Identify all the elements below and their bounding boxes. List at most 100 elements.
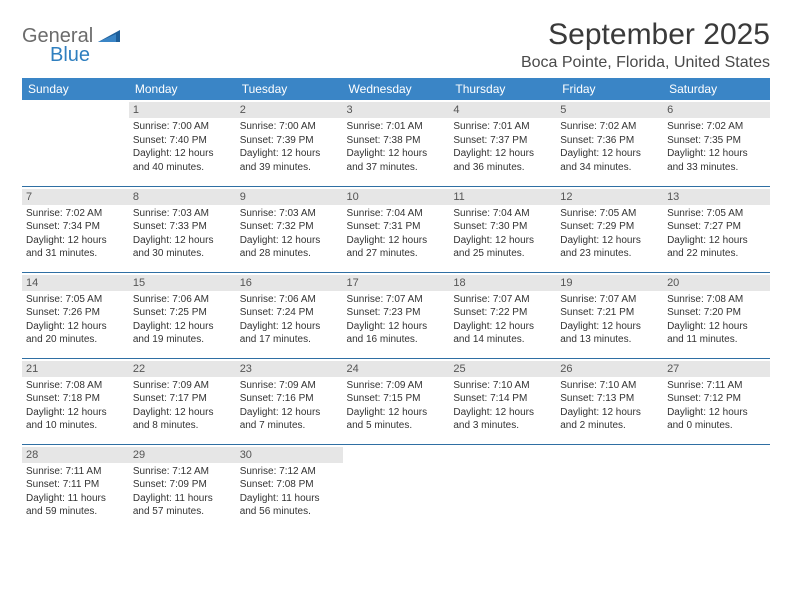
daylight-text: Daylight: 12 hours and 10 minutes. <box>26 406 125 433</box>
day-number: 27 <box>663 361 770 377</box>
calendar-day-cell: 26Sunrise: 7:10 AMSunset: 7:13 PMDayligh… <box>556 358 663 444</box>
calendar-day-cell: 30Sunrise: 7:12 AMSunset: 7:08 PMDayligh… <box>236 444 343 530</box>
weekday-header: Monday <box>129 78 236 100</box>
calendar-day-cell: 14Sunrise: 7:05 AMSunset: 7:26 PMDayligh… <box>22 272 129 358</box>
daylight-text: Daylight: 12 hours and 27 minutes. <box>347 234 446 261</box>
day-number: 28 <box>22 447 129 463</box>
sunrise-text: Sunrise: 7:00 AM <box>133 120 232 134</box>
calendar-day-cell: 23Sunrise: 7:09 AMSunset: 7:16 PMDayligh… <box>236 358 343 444</box>
daylight-text: Daylight: 12 hours and 13 minutes. <box>560 320 659 347</box>
sunrise-text: Sunrise: 7:09 AM <box>347 379 446 393</box>
sunset-text: Sunset: 7:24 PM <box>240 306 339 320</box>
calendar-day-cell: 1 Sunrise: 7:00 AMSunset: 7:40 PMDaylight… <box>129 100 236 186</box>
daylight-text: Daylight: 12 hours and 34 minutes. <box>560 147 659 174</box>
daylight-text: Daylight: 12 hours and 17 minutes. <box>240 320 339 347</box>
calendar-week-row: 1Sunrise: 7:00 AMSunset: 7:40 PMDaylight… <box>22 100 770 186</box>
calendar-day-cell: 17Sunrise: 7:07 AMSunset: 7:23 PMDayligh… <box>343 272 450 358</box>
daylight-text: Daylight: 12 hours and 5 minutes. <box>347 406 446 433</box>
sunset-text: Sunset: 7:36 PM <box>560 134 659 148</box>
calendar-day-cell: 4Sunrise: 7:01 AMSunset: 7:37 PMDaylight… <box>449 100 556 186</box>
daylight-text: Daylight: 12 hours and 25 minutes. <box>453 234 552 261</box>
day-number: 5 <box>556 102 663 118</box>
sunrise-text: Sunrise: 7:12 AM <box>240 465 339 479</box>
daylight-text: Daylight: 12 hours and 31 minutes. <box>26 234 125 261</box>
calendar-day-cell: 2Sunrise: 7:00 AMSunset: 7:39 PMDaylight… <box>236 100 343 186</box>
day-info: Sunrise: 7:02 AMSunset: 7:36 PMDaylight:… <box>560 120 659 174</box>
calendar-empty-cell <box>663 444 770 530</box>
sunset-text: Sunset: 7:18 PM <box>26 392 125 406</box>
day-number: 1 <box>129 102 236 118</box>
sunrise-text: Sunrise: 7:09 AM <box>133 379 232 393</box>
calendar-day-cell: 12Sunrise: 7:05 AMSunset: 7:29 PMDayligh… <box>556 186 663 272</box>
day-info: Sunrise: 7:12 AMSunset: 7:09 PMDaylight:… <box>133 465 232 519</box>
sunset-text: Sunset: 7:37 PM <box>453 134 552 148</box>
sunrise-text: Sunrise: 7:07 AM <box>560 293 659 307</box>
sunrise-text: Sunrise: 7:02 AM <box>560 120 659 134</box>
calendar-empty-cell <box>22 100 129 186</box>
day-info: Sunrise: 7:00 AMSunset: 7:40 PMDaylight:… <box>133 120 232 174</box>
day-number: 2 <box>236 102 343 118</box>
sunrise-text: Sunrise: 7:02 AM <box>26 207 125 221</box>
weekday-header: Sunday <box>22 78 129 100</box>
sunrise-text: Sunrise: 7:12 AM <box>133 465 232 479</box>
sunrise-text: Sunrise: 7:02 AM <box>667 120 766 134</box>
calendar-day-cell: 20Sunrise: 7:08 AMSunset: 7:20 PMDayligh… <box>663 272 770 358</box>
day-info: Sunrise: 7:02 AMSunset: 7:34 PMDaylight:… <box>26 207 125 261</box>
sunrise-text: Sunrise: 7:04 AM <box>453 207 552 221</box>
day-info: Sunrise: 7:05 AMSunset: 7:29 PMDaylight:… <box>560 207 659 261</box>
day-info: Sunrise: 7:01 AMSunset: 7:38 PMDaylight:… <box>347 120 446 174</box>
daylight-text: Daylight: 12 hours and 19 minutes. <box>133 320 232 347</box>
daylight-text: Daylight: 12 hours and 37 minutes. <box>347 147 446 174</box>
sunset-text: Sunset: 7:12 PM <box>667 392 766 406</box>
day-number: 20 <box>663 275 770 291</box>
daylight-text: Daylight: 12 hours and 22 minutes. <box>667 234 766 261</box>
sunrise-text: Sunrise: 7:01 AM <box>453 120 552 134</box>
sunrise-text: Sunrise: 7:08 AM <box>26 379 125 393</box>
sunset-text: Sunset: 7:34 PM <box>26 220 125 234</box>
calendar-week-row: 21Sunrise: 7:08 AMSunset: 7:18 PMDayligh… <box>22 358 770 444</box>
sunrise-text: Sunrise: 7:06 AM <box>240 293 339 307</box>
day-info: Sunrise: 7:09 AMSunset: 7:16 PMDaylight:… <box>240 379 339 433</box>
calendar-day-cell: 10Sunrise: 7:04 AMSunset: 7:31 PMDayligh… <box>343 186 450 272</box>
sunrise-text: Sunrise: 7:05 AM <box>26 293 125 307</box>
day-info: Sunrise: 7:02 AMSunset: 7:35 PMDaylight:… <box>667 120 766 174</box>
day-number: 8 <box>129 189 236 205</box>
calendar-day-cell: 3 Sunrise: 7:01 AMSunset: 7:38 PMDaylight… <box>343 100 450 186</box>
calendar-day-cell: 29Sunrise: 7:12 AMSunset: 7:09 PMDayligh… <box>129 444 236 530</box>
daylight-text: Daylight: 12 hours and 0 minutes. <box>667 406 766 433</box>
sunrise-text: Sunrise: 7:09 AM <box>240 379 339 393</box>
calendar-day-cell: 19Sunrise: 7:07 AMSunset: 7:21 PMDayligh… <box>556 272 663 358</box>
day-info: Sunrise: 7:10 AMSunset: 7:14 PMDaylight:… <box>453 379 552 433</box>
daylight-text: Daylight: 12 hours and 14 minutes. <box>453 320 552 347</box>
sunset-text: Sunset: 7:17 PM <box>133 392 232 406</box>
sunrise-text: Sunrise: 7:07 AM <box>347 293 446 307</box>
logo-word-blue: Blue <box>22 45 120 65</box>
sunrise-text: Sunrise: 7:07 AM <box>453 293 552 307</box>
sunset-text: Sunset: 7:13 PM <box>560 392 659 406</box>
day-number: 24 <box>343 361 450 377</box>
day-number: 16 <box>236 275 343 291</box>
day-info: Sunrise: 7:04 AMSunset: 7:30 PMDaylight:… <box>453 207 552 261</box>
logo-triangle-icon <box>98 24 120 42</box>
sunset-text: Sunset: 7:09 PM <box>133 478 232 492</box>
sunrise-text: Sunrise: 7:10 AM <box>453 379 552 393</box>
day-number: 10 <box>343 189 450 205</box>
calendar-day-cell: 24 Sunrise: 7:09 AMSunset: 7:15 PMDayligh… <box>343 358 450 444</box>
sunset-text: Sunset: 7:25 PM <box>133 306 232 320</box>
day-number: 11 <box>449 189 556 205</box>
daylight-text: Daylight: 12 hours and 7 minutes. <box>240 406 339 433</box>
sunset-text: Sunset: 7:27 PM <box>667 220 766 234</box>
sunrise-text: Sunrise: 7:11 AM <box>667 379 766 393</box>
sunset-text: Sunset: 7:40 PM <box>133 134 232 148</box>
day-info: Sunrise: 7:01 AMSunset: 7:37 PMDaylight:… <box>453 120 552 174</box>
sunrise-text: Sunrise: 7:06 AM <box>133 293 232 307</box>
sunset-text: Sunset: 7:21 PM <box>560 306 659 320</box>
daylight-text: Daylight: 11 hours and 56 minutes. <box>240 492 339 519</box>
sunrise-text: Sunrise: 7:03 AM <box>240 207 339 221</box>
calendar-day-cell: 9Sunrise: 7:03 AMSunset: 7:32 PMDaylight… <box>236 186 343 272</box>
day-number: 3 <box>343 102 450 118</box>
day-info: Sunrise: 7:06 AMSunset: 7:24 PMDaylight:… <box>240 293 339 347</box>
calendar-day-cell: 13Sunrise: 7:05 AMSunset: 7:27 PMDayligh… <box>663 186 770 272</box>
sunset-text: Sunset: 7:15 PM <box>347 392 446 406</box>
daylight-text: Daylight: 11 hours and 57 minutes. <box>133 492 232 519</box>
